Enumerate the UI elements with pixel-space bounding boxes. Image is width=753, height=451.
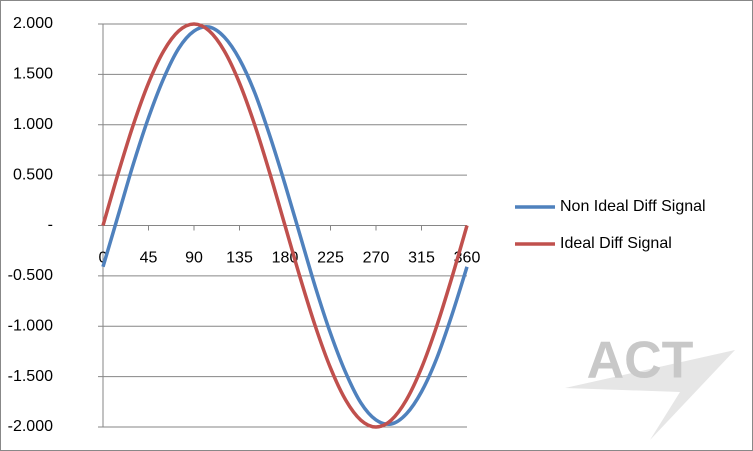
y-tick-label: -0.500	[8, 267, 53, 284]
legend-label: Ideal Diff Signal	[560, 235, 672, 252]
y-tick-label: 2.000	[13, 15, 53, 32]
y-tick-label: 0.500	[13, 166, 53, 183]
y-tick-label: 1.000	[13, 116, 53, 133]
plot: -2.000-1.500-1.000-0.500-0.5001.0001.500…	[8, 15, 481, 435]
x-tick-label: 0	[99, 250, 108, 267]
legend-label: Non Ideal Diff Signal	[560, 198, 706, 215]
y-tick-label: 1.500	[13, 66, 53, 83]
x-tick-label: 315	[408, 250, 435, 267]
series-line	[101, 24, 469, 427]
logo-swoosh	[565, 350, 735, 440]
x-tick-label: 270	[363, 250, 390, 267]
logo: ACT	[565, 332, 735, 440]
y-tick-label: -2.000	[8, 418, 53, 435]
series-line	[101, 22, 469, 429]
x-tick-label: 45	[140, 250, 158, 267]
watermark: ACT	[587, 332, 694, 390]
y-tick-label: -1.500	[8, 368, 53, 385]
x-tick-label: 135	[226, 250, 253, 267]
y-tick-label: -1.000	[8, 317, 53, 334]
x-tick-label: 90	[185, 250, 203, 267]
x-tick-label: 225	[317, 250, 344, 267]
y-tick-label: -	[48, 217, 53, 234]
